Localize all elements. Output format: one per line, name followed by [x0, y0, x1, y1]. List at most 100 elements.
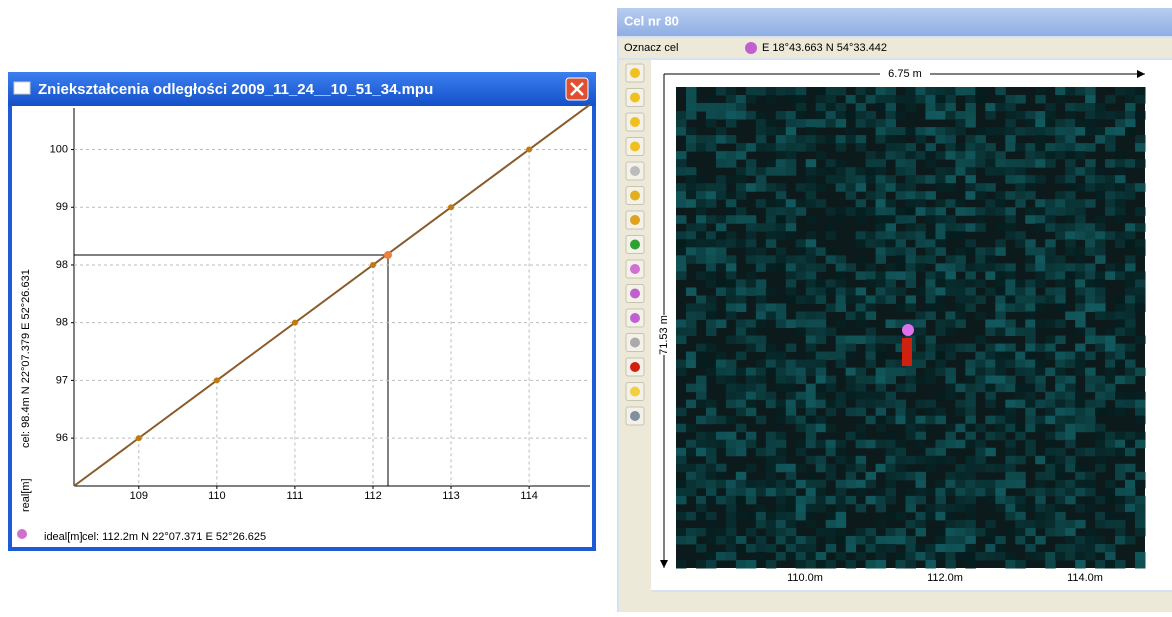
noise-cell [855, 503, 867, 513]
noise-cell [815, 359, 827, 369]
noise-cell [695, 447, 707, 457]
noise-cell [945, 479, 956, 489]
noise-cell [1115, 319, 1126, 328]
noise-cell [775, 223, 787, 232]
noise-cell [1095, 167, 1106, 176]
arrow [1137, 70, 1145, 78]
noise-cell [1075, 271, 1086, 280]
noise-cell [825, 223, 837, 232]
noise-cell [1115, 327, 1126, 337]
chart-area [12, 106, 592, 547]
noise-cell [805, 295, 817, 304]
noise-cell [1045, 551, 1056, 561]
noise-cell [935, 87, 946, 96]
noise-cell [875, 127, 887, 136]
noise-cell [915, 351, 926, 361]
noise-cell [845, 431, 857, 441]
noise-cell [975, 551, 986, 561]
noise-cell [1085, 503, 1096, 513]
noise-cell [1035, 199, 1046, 208]
mark-target[interactable]: Oznacz cel [624, 42, 678, 54]
noise-cell [855, 335, 867, 345]
noise-cell [1075, 207, 1086, 216]
noise-cell [755, 391, 767, 401]
noise-cell [1125, 399, 1136, 409]
noise-cell [1025, 255, 1036, 264]
noise-cell [775, 167, 787, 176]
noise-cell [695, 143, 707, 152]
noise-cell [1115, 191, 1126, 200]
noise-cell [1105, 271, 1116, 280]
noise-cell [1105, 231, 1116, 240]
noise-cell [1065, 239, 1076, 248]
noise-cell [1105, 519, 1116, 529]
noise-cell [875, 183, 887, 192]
noise-cell [1035, 207, 1046, 216]
noise-cell [945, 199, 956, 208]
noise-cell [765, 471, 777, 481]
noise-cell [735, 295, 747, 304]
noise-cell [815, 423, 827, 433]
noise-cell [825, 439, 837, 449]
x-tick-label: 112 [364, 490, 382, 502]
noise-cell [1045, 335, 1056, 345]
noise-cell [695, 359, 707, 369]
noise-cell [885, 199, 897, 208]
noise-cell [705, 455, 717, 465]
noise-cell [875, 415, 887, 425]
noise-cell [975, 127, 986, 136]
noise-cell [855, 231, 867, 240]
noise-cell [1085, 287, 1096, 296]
noise-cell [775, 159, 787, 168]
noise-cell [1035, 303, 1046, 312]
noise-cell [1055, 191, 1066, 200]
noise-cell [1005, 231, 1016, 240]
noise-cell [715, 535, 727, 545]
noise-cell [875, 255, 887, 264]
noise-cell [935, 295, 946, 304]
noise-cell [785, 487, 797, 497]
noise-cell [1115, 111, 1126, 120]
noise-cell [785, 399, 797, 409]
noise-cell [975, 463, 986, 473]
noise-cell [676, 239, 687, 248]
noise-cell [935, 279, 946, 288]
noise-cell [805, 271, 817, 280]
noise-cell [705, 143, 717, 152]
noise-cell [1055, 551, 1066, 561]
noise-cell [845, 175, 857, 184]
noise-cell [895, 399, 907, 409]
noise-cell [995, 127, 1006, 136]
noise-cell [765, 215, 777, 224]
noise-cell [995, 479, 1006, 489]
noise-cell [935, 263, 946, 272]
noise-cell [975, 383, 986, 393]
noise-cell [1025, 391, 1036, 401]
noise-cell [745, 95, 757, 104]
noise-cell [685, 327, 697, 337]
noise-cell [745, 271, 757, 280]
point [213, 377, 220, 384]
noise-cell [845, 535, 857, 545]
noise-cell [885, 543, 897, 553]
noise-cell [855, 487, 867, 497]
noise-cell [925, 415, 936, 425]
noise-cell [895, 239, 907, 248]
tool-icon [630, 190, 640, 201]
noise-cell [925, 335, 936, 345]
noise-cell [825, 159, 837, 168]
noise-cell [1135, 519, 1146, 529]
noise-cell [885, 287, 897, 296]
noise-cell [945, 311, 956, 320]
noise-cell [965, 143, 976, 152]
noise-cell [815, 455, 827, 465]
noise-cell [875, 463, 887, 473]
noise-cell [1095, 463, 1106, 473]
noise-cell [995, 303, 1006, 312]
noise-cell [1095, 215, 1106, 224]
noise-cell [875, 367, 887, 377]
noise-cell [676, 535, 687, 545]
noise-cell [1005, 407, 1016, 417]
noise-cell [715, 495, 727, 505]
